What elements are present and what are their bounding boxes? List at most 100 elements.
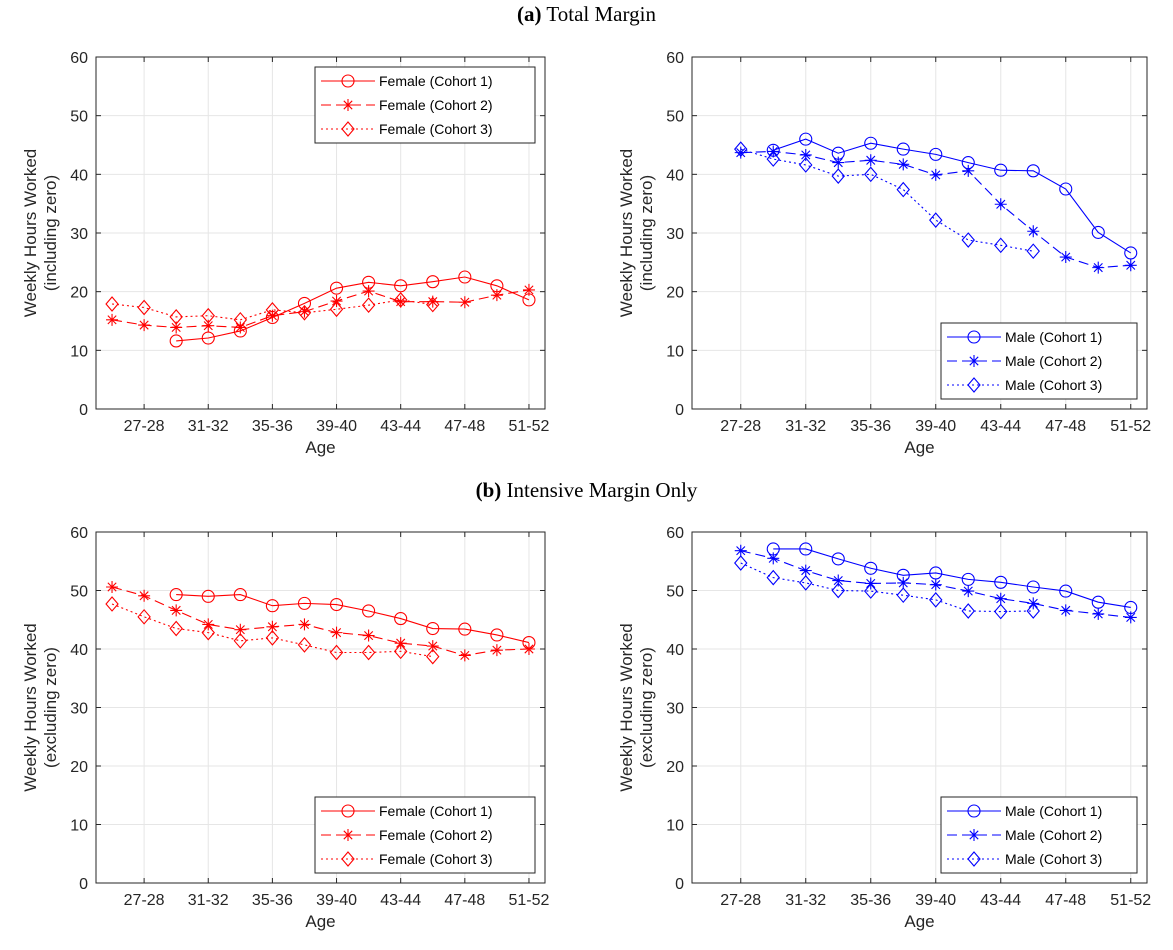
data-point: [266, 309, 279, 322]
y-tick-label: 30: [666, 226, 684, 243]
data-point: [234, 623, 247, 636]
data-point: [201, 331, 215, 345]
panel-b-letter: (b): [475, 478, 502, 502]
data-point: [799, 148, 812, 161]
x-tick-label: 35-36: [252, 892, 293, 909]
data-point: [362, 285, 375, 298]
legend-label: Male (Cohort 1): [1005, 803, 1102, 819]
legend: Male (Cohort 1) Male (Cohort 2) Male (Coho…: [940, 796, 1138, 874]
data-point: [490, 644, 503, 657]
data-point: [1059, 182, 1073, 196]
data-point: [1091, 225, 1105, 239]
data-point: [202, 319, 215, 332]
panel-a-title: (a) Total Margin: [0, 2, 1173, 27]
legend: Male (Cohort 1) Male (Cohort 2) Male (Coho…: [940, 322, 1138, 400]
x-tick-label: 43-44: [380, 418, 421, 435]
legend-marker: [967, 377, 981, 393]
data-point: [1027, 225, 1040, 238]
x-tick-label: 43-44: [980, 418, 1021, 435]
data-point: [994, 603, 1008, 620]
panel-a-letter: (a): [517, 2, 542, 26]
y-axis-label-sub: (including zero): [41, 175, 60, 291]
x-tick-label: 51-52: [1110, 892, 1151, 909]
data-point: [766, 569, 780, 586]
y-tick-label: 60: [666, 50, 684, 67]
data-point: [1124, 611, 1137, 624]
data-point: [929, 168, 942, 181]
series-group: [734, 542, 1138, 624]
data-point: [297, 596, 312, 610]
legend-label: Male (Cohort 1): [1005, 329, 1102, 345]
x-tick-label: 27-28: [124, 418, 165, 435]
data-point: [962, 164, 975, 177]
data-point: [490, 289, 503, 302]
data-point: [298, 618, 311, 631]
legend-label: Male (Cohort 3): [1005, 377, 1102, 393]
axes-box: [95, 531, 546, 884]
data-point: [799, 575, 813, 591]
data-point: [734, 141, 748, 157]
data-point: [233, 632, 248, 649]
data-point: [799, 157, 813, 173]
x-tick-label: 47-48: [1045, 892, 1086, 909]
data-point: [361, 644, 376, 661]
data-point: [106, 580, 119, 593]
data-point: [1059, 251, 1072, 264]
data-point: [864, 154, 877, 167]
data-point: [458, 649, 471, 662]
data-point: [233, 311, 248, 328]
y-tick-label: 60: [70, 50, 88, 67]
y-tick-label: 0: [79, 876, 88, 893]
x-axis-label: Age: [305, 438, 335, 457]
y-axis-label: Weekly Hours Worked: [21, 623, 40, 791]
x-tick-label: 31-32: [785, 418, 826, 435]
legend-label: Female (Cohort 3): [379, 851, 493, 867]
x-tick-label: 31-32: [188, 892, 229, 909]
series-line-3: [740, 562, 1034, 613]
x-tick-label: 47-48: [444, 418, 485, 435]
data-point: [426, 640, 439, 653]
data-point: [1026, 243, 1040, 260]
data-point: [393, 292, 408, 308]
x-tick-label: 47-48: [1045, 418, 1086, 435]
data-point: [522, 643, 535, 655]
x-axis-label: Age: [305, 912, 335, 931]
data-point: [201, 624, 215, 641]
data-point: [329, 301, 344, 318]
y-tick-label: 20: [70, 285, 88, 302]
data-point: [831, 168, 845, 184]
legend-marker: [967, 851, 981, 867]
data-point: [169, 620, 183, 637]
data-point: [458, 270, 472, 284]
data-point: [897, 576, 910, 589]
x-tick-label: 31-32: [785, 892, 826, 909]
data-point: [265, 630, 280, 646]
x-tick-label: 39-40: [915, 418, 956, 435]
legend-label: Male (Cohort 2): [1005, 353, 1102, 369]
data-point: [138, 589, 151, 602]
data-point: [265, 302, 280, 318]
data-point: [896, 142, 910, 156]
x-tick-label: 39-40: [915, 892, 956, 909]
chart-1: 27-28 31-32 35-36 39-40 43-44 47-48 51-52 0 10 20…: [21, 50, 550, 457]
data-point: [832, 156, 845, 169]
data-point: [734, 146, 747, 159]
legend-marker: [341, 74, 355, 88]
data-point: [201, 307, 215, 324]
y-tick-label: 30: [666, 701, 684, 718]
legend: Female (Cohort 1) Female (Cohort 2) Female…: [314, 66, 536, 144]
y-axis-label: Weekly Hours Worked: [21, 149, 40, 317]
data-point: [1059, 604, 1072, 617]
data-point: [170, 321, 183, 334]
data-point: [896, 587, 910, 604]
data-point: [864, 561, 878, 575]
data-point: [394, 612, 408, 626]
data-point: [426, 275, 440, 289]
panel-b-title: (b) Intensive Margin Only: [0, 478, 1173, 503]
y-tick-label: 10: [666, 343, 684, 360]
axes-box: [691, 56, 1148, 410]
data-point: [864, 583, 878, 599]
data-point: [265, 599, 279, 613]
data-point: [170, 604, 183, 617]
